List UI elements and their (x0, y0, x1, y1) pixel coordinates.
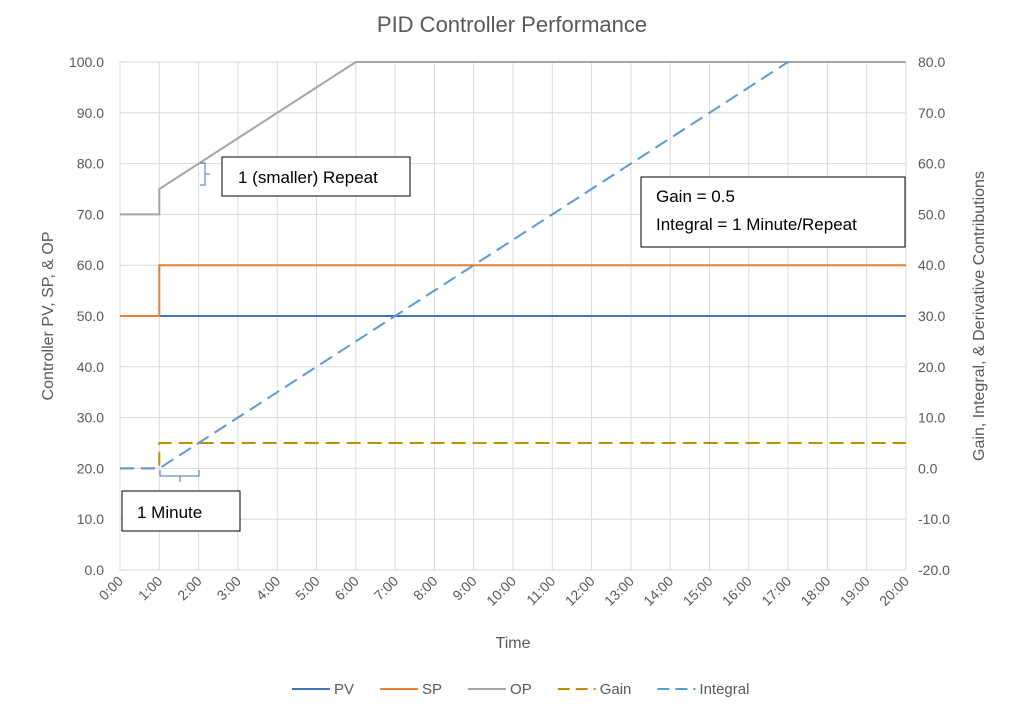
y-left-tick-label: 20.0 (77, 460, 104, 476)
y-left-tick-label: 0.0 (85, 562, 105, 578)
annotation-minute: 1 Minute (121, 470, 241, 532)
legend: PV SP OP Gain Integral (292, 681, 749, 698)
y-left-tick-label: 60.0 (77, 257, 104, 273)
left-axis-ticks: 0.0 10.0 20.0 30.0 40.0 50.0 60.0 70.0 80.0 90.0 1… (69, 54, 104, 578)
x-tick-label: 14:00 (640, 573, 676, 609)
x-tick-label: 15:00 (680, 573, 716, 609)
annotation-settings: Gain = 0.5 Integral = 1 Minute/Repeat (640, 176, 906, 248)
y-right-tick-label: 60.0 (918, 156, 945, 172)
legend-label-op: OP (510, 681, 532, 698)
y-right-tick-label: 10.0 (918, 410, 945, 426)
x-tick-label: 2:00 (174, 573, 205, 604)
x-tick-label: 19:00 (837, 573, 873, 609)
y-right-tick-label: 40.0 (918, 257, 945, 273)
svg-text:1 (smaller) Repeat: 1 (smaller) Repeat (238, 168, 378, 187)
x-tick-label: 18:00 (797, 573, 833, 609)
y-right-tick-label: 20.0 (918, 359, 945, 375)
x-axis-ticks: 0:00 1:00 2:00 3:00 4:00 5:00 6:00 7:00 8:00 9:00… (96, 573, 913, 609)
svg-text:Gain = 0.5: Gain = 0.5 (656, 187, 735, 206)
y-right-tick-label: 0.0 (918, 460, 938, 476)
x-tick-label: 3:00 (213, 573, 244, 604)
series-lines (120, 61, 906, 470)
right-axis-ticks: -20.0 -10.0 0.0 10.0 20.0 30.0 40.0 50.0 60.0 70.… (918, 54, 950, 578)
right-axis-title: Gain, Integral, & Derivative Contributio… (971, 171, 988, 461)
y-right-tick-label: 50.0 (918, 206, 945, 222)
svg-text:1 Minute: 1 Minute (137, 503, 202, 522)
y-left-tick-label: 40.0 (77, 359, 104, 375)
y-right-tick-label: -20.0 (918, 562, 950, 578)
x-tick-label: 16:00 (719, 573, 755, 609)
series-line-op (120, 61, 906, 216)
x-tick-label: 9:00 (449, 573, 480, 604)
x-tick-label: 10:00 (483, 573, 519, 609)
y-right-tick-label: 30.0 (918, 308, 945, 324)
x-tick-label: 4:00 (253, 573, 284, 604)
annotation-repeat: 1 (smaller) Repeat (200, 156, 411, 197)
y-left-tick-label: 30.0 (77, 410, 104, 426)
x-tick-label: 5:00 (292, 573, 323, 604)
x-tick-label: 13:00 (601, 573, 637, 609)
x-tick-label: 8:00 (410, 573, 441, 604)
x-tick-label: 7:00 (371, 573, 402, 604)
svg-text:Integral = 1 Minute/Repeat: Integral = 1 Minute/Repeat (656, 215, 857, 234)
y-left-tick-label: 50.0 (77, 308, 104, 324)
x-tick-label: 6:00 (331, 573, 362, 604)
y-right-tick-label: 70.0 (918, 105, 945, 121)
y-left-tick-label: 100.0 (69, 54, 104, 70)
y-left-tick-label: 70.0 (77, 206, 104, 222)
x-tick-label: 12:00 (562, 573, 598, 609)
x-tick-label: 1:00 (135, 573, 166, 604)
y-left-tick-label: 90.0 (77, 105, 104, 121)
series-line-sp (120, 264, 906, 317)
chart-title: PID Controller Performance (377, 12, 647, 37)
y-right-tick-label: -10.0 (918, 511, 950, 527)
legend-label-integral: Integral (699, 681, 749, 698)
x-tick-label: 17:00 (758, 573, 794, 609)
x-axis-title: Time (496, 635, 531, 652)
y-left-tick-label: 80.0 (77, 156, 104, 172)
left-axis-title: Controller PV, SP, & OP (40, 232, 57, 401)
legend-label-sp: SP (422, 681, 442, 698)
bracket-minute (159, 470, 200, 482)
y-left-tick-label: 10.0 (77, 511, 104, 527)
x-tick-label: 11:00 (523, 573, 559, 609)
x-tick-label: 20:00 (876, 573, 912, 609)
y-right-tick-label: 80.0 (918, 54, 945, 70)
legend-label-gain: Gain (600, 681, 632, 698)
series-line-gain (120, 442, 906, 470)
legend-label-pv: PV (334, 681, 354, 698)
bracket-repeat (200, 162, 210, 186)
